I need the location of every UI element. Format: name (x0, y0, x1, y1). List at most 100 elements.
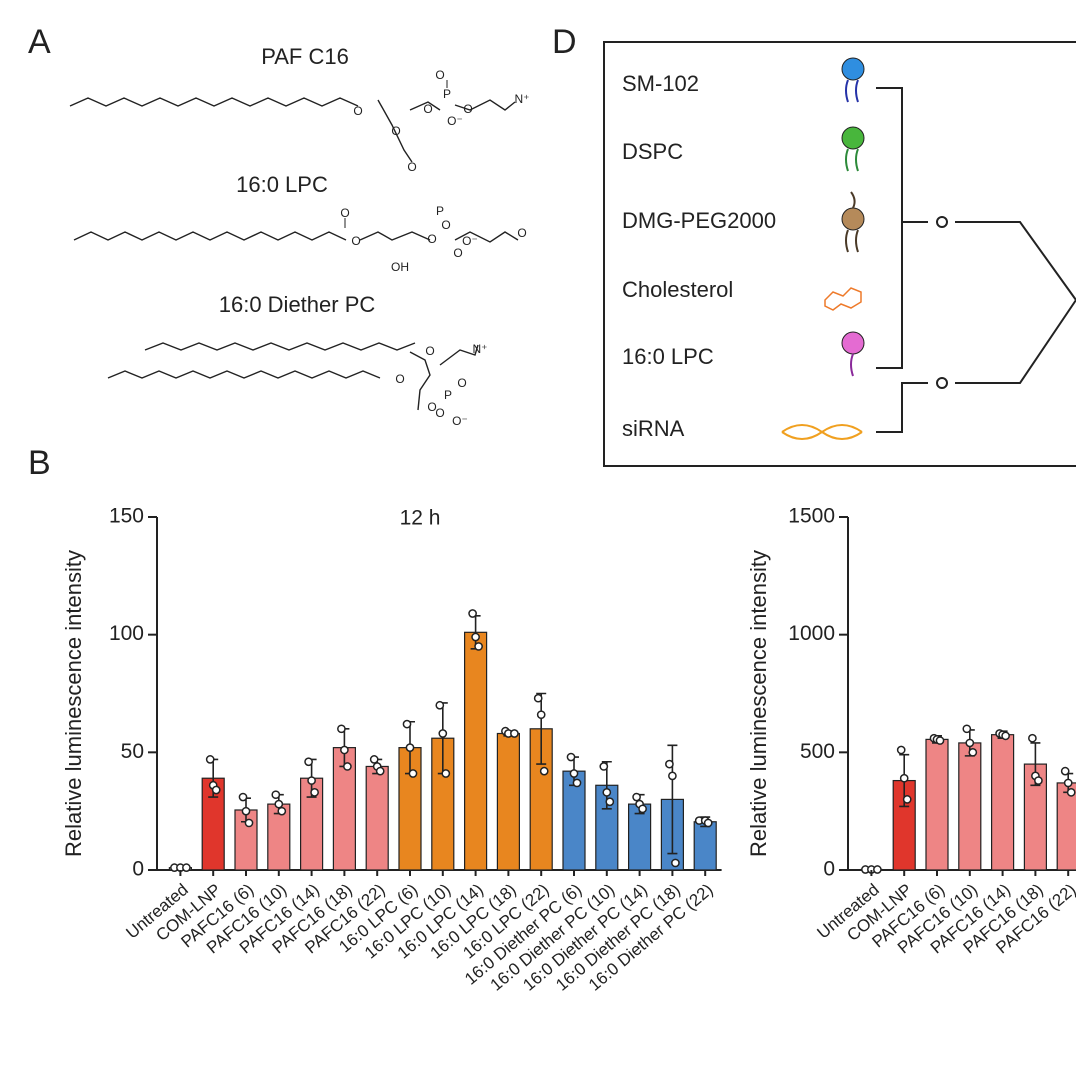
data-point (536, 710, 546, 720)
icon (781, 424, 863, 440)
icon (845, 79, 859, 103)
chart-title: 12 h (400, 507, 441, 530)
alkyl-chain (73, 231, 347, 241)
atom-label: O (435, 68, 444, 82)
data-point (602, 787, 612, 797)
bar (365, 765, 389, 871)
data-point (599, 762, 609, 771)
atom-label: O⁻ (462, 234, 478, 248)
data-point (474, 642, 483, 651)
atom-label: O (427, 232, 436, 246)
bar (464, 631, 488, 871)
icon (841, 207, 865, 231)
data-point (1063, 778, 1073, 788)
data-point (441, 769, 451, 778)
atom-label: O (441, 218, 450, 232)
data-point (1060, 766, 1070, 776)
data-point (703, 818, 713, 828)
data-point (668, 771, 677, 781)
data-point (405, 743, 415, 752)
structure-name: 16:0 LPC (236, 172, 328, 197)
panel-letter: B (28, 444, 51, 482)
data-point (569, 769, 579, 778)
atom-label: O⁻ (447, 114, 463, 128)
alkyl-chain (107, 370, 381, 379)
data-point (241, 806, 251, 816)
data-point (343, 762, 352, 771)
data-point (572, 778, 582, 788)
data-point (1028, 733, 1037, 743)
atom-label: P (443, 87, 451, 101)
icon (845, 148, 859, 172)
data-point (438, 729, 448, 738)
bond (377, 99, 413, 163)
alkyl-chain (69, 97, 359, 107)
y-tick-label: 50 (121, 740, 144, 763)
data-point (375, 766, 385, 776)
icon (824, 287, 862, 311)
bond (439, 344, 479, 366)
data-point (274, 799, 284, 809)
data-point (1066, 787, 1076, 797)
icon (841, 126, 865, 150)
atom-label: O (351, 234, 360, 248)
atom-label: N⁺ (515, 92, 530, 106)
data-point (408, 769, 418, 778)
atom-label: O (427, 400, 436, 414)
data-point (665, 759, 674, 769)
component-label: Cholesterol (622, 277, 733, 302)
bracket (876, 382, 928, 433)
structure-name: PAF C16 (261, 44, 349, 69)
y-tick-label: 150 (109, 505, 144, 528)
data-point (510, 729, 519, 738)
atom-label: O (457, 376, 466, 390)
atom-label: O (340, 206, 349, 220)
data-point (369, 755, 379, 764)
data-point (935, 736, 945, 745)
atom-label: O (435, 406, 444, 420)
data-point (211, 785, 221, 795)
data-point (1034, 776, 1043, 785)
error-bar (536, 692, 547, 765)
data-point (244, 818, 254, 828)
atom-label: P (436, 204, 444, 218)
icon (845, 191, 859, 253)
data-point (539, 766, 549, 776)
y-tick-label: 1000 (788, 622, 835, 645)
icon (841, 57, 865, 81)
data-point (271, 790, 281, 800)
data-point (899, 773, 909, 783)
atom-label: O (353, 104, 362, 118)
bond (409, 351, 431, 411)
panel-letter: C (28, 1069, 53, 1075)
panel-letter: A (28, 23, 51, 61)
data-point (402, 719, 412, 729)
connector (936, 377, 948, 389)
bar (990, 734, 1015, 871)
bond (359, 231, 431, 241)
y-tick-label: 1500 (788, 505, 835, 528)
component-label: 16:0 LPC (622, 344, 714, 369)
component-label: DMG-PEG2000 (622, 208, 776, 233)
data-point (566, 752, 576, 762)
bond (454, 231, 519, 243)
atom-label: O (517, 226, 526, 240)
bar (496, 732, 520, 871)
bar (925, 738, 949, 871)
component-label: siRNA (622, 416, 685, 441)
component-label: DSPC (622, 139, 683, 164)
atom-label: O (425, 344, 434, 358)
panel-letter: D (552, 23, 577, 61)
atom-label: O (423, 102, 432, 116)
component-icons (781, 57, 1076, 440)
y-tick-label: 0 (132, 858, 144, 881)
data-point (533, 693, 543, 703)
icon (841, 331, 865, 355)
bracket (876, 87, 903, 369)
data-point (435, 700, 445, 710)
alkyl-chain (144, 342, 416, 351)
data-point (896, 745, 906, 755)
y-tick-label: 100 (109, 622, 144, 645)
